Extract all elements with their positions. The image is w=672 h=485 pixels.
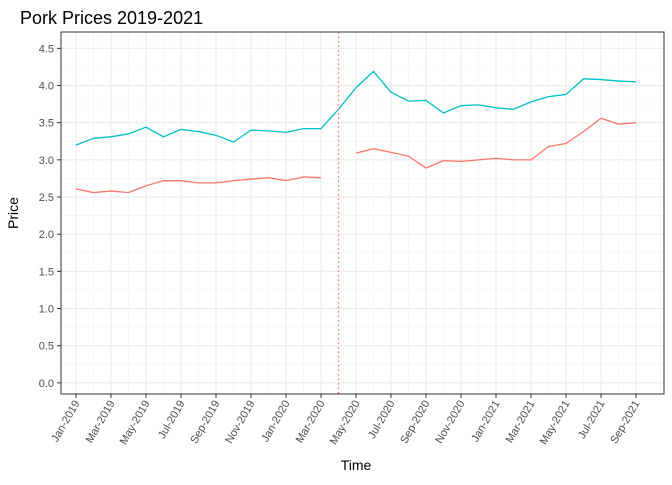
x-tick-label: May-2021 — [538, 399, 573, 447]
y-tick-label: 4.0 — [39, 81, 54, 93]
x-axis-label: Time — [341, 457, 372, 473]
x-tick-label: May-2019 — [118, 399, 153, 447]
x-tick-label: Jul-2021 — [576, 399, 607, 442]
y-tick-label: 1.0 — [39, 304, 54, 316]
series-line-1 — [75, 70, 637, 146]
x-tick-label: Nov-2019 — [223, 399, 257, 446]
x-tick-label: Sep-2020 — [398, 399, 432, 446]
series-line-2 — [75, 176, 322, 194]
series-line-2 — [355, 117, 637, 169]
minor-gridlines — [61, 32, 664, 394]
x-tick-label: Jan-2020 — [259, 399, 292, 445]
x-tick-label: Nov-2020 — [433, 399, 467, 446]
x-tick-label: Sep-2019 — [188, 399, 222, 446]
y-tick-label: 4.5 — [39, 43, 54, 55]
y-tick-label: 0.5 — [39, 341, 54, 353]
major-gridlines — [61, 32, 664, 394]
y-axis: 0.0 0.5 1.0 1.5 2.0 2.5 3.0 3.5 4.0 4.5 — [39, 43, 61, 390]
x-tick-label: Mar-2019 — [84, 399, 118, 446]
x-tick-label: Mar-2020 — [294, 399, 328, 446]
x-tick-label: Sep-2021 — [608, 399, 642, 446]
x-tick-label: Jul-2020 — [366, 399, 397, 442]
y-tick-label: 1.5 — [39, 266, 54, 278]
x-axis: Jan-2019 Mar-2019 May-2019 Jul-2019 Sep-2019… — [49, 394, 643, 447]
x-tick-label: Mar-2021 — [504, 399, 538, 446]
x-tick-label: Jul-2019 — [156, 399, 187, 442]
x-tick-label: Jan-2021 — [469, 399, 502, 445]
y-tick-label: 0.0 — [39, 378, 54, 390]
plot-border — [60, 31, 665, 395]
y-tick-label: 3.5 — [39, 118, 54, 130]
chart-title: Pork Prices 2019-2021 — [20, 8, 203, 28]
y-tick-label: 3.0 — [39, 155, 54, 167]
x-tick-label: Jan-2019 — [49, 399, 82, 445]
y-tick-label: 2.0 — [39, 229, 54, 241]
y-tick-label: 2.5 — [39, 192, 54, 204]
plot-panel — [61, 32, 664, 394]
series-layer — [75, 70, 637, 194]
y-axis-label: Price — [5, 197, 21, 229]
x-tick-label: May-2020 — [328, 399, 363, 447]
